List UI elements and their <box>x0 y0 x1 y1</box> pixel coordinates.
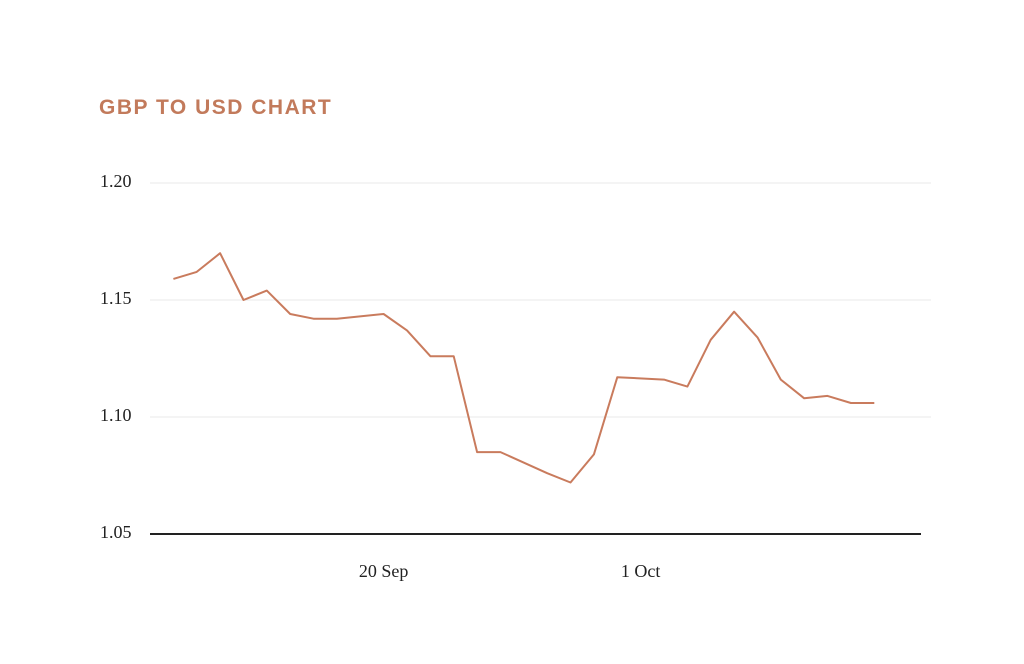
y-tick-label: 1.05 <box>100 522 132 542</box>
y-tick-label: 1.15 <box>100 288 132 308</box>
x-tick-label: 20 Sep <box>359 561 409 581</box>
x-tick-label: 1 Oct <box>621 561 661 581</box>
line-series <box>173 252 875 484</box>
y-tick-label: 1.10 <box>100 405 132 425</box>
y-tick-label: 1.20 <box>100 171 132 191</box>
chart-title: GBP TO USD CHART <box>99 96 332 119</box>
